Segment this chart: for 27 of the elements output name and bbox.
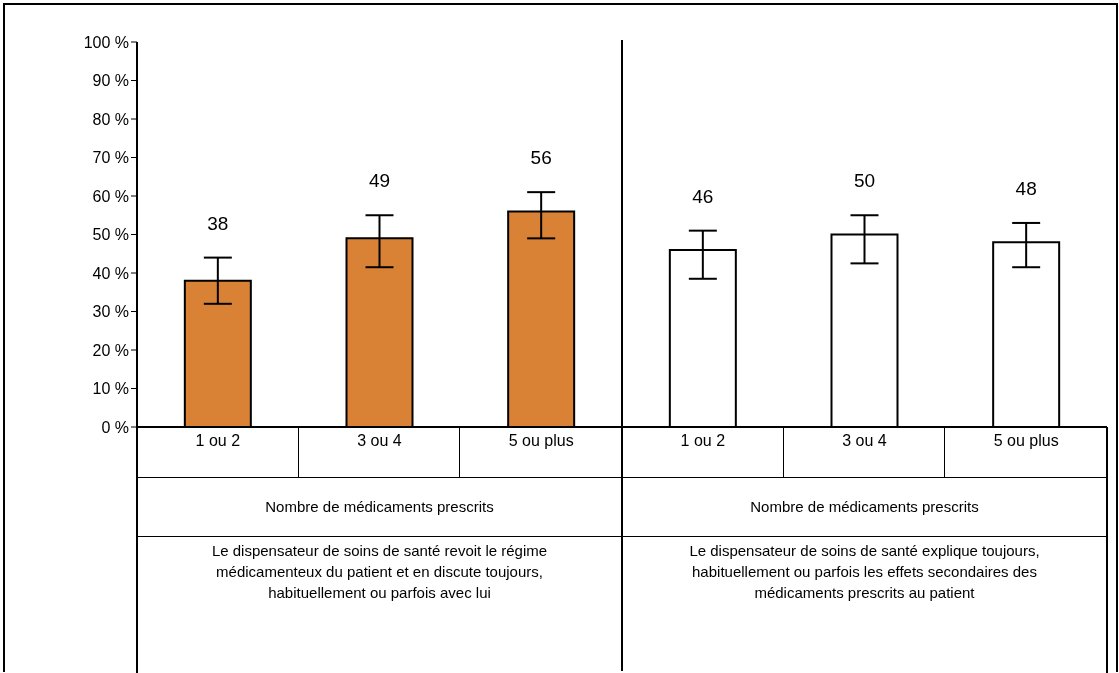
y-tick-label: 20 % — [92, 341, 129, 359]
text: Nombre de médicaments prescrits — [750, 497, 979, 517]
x-tick-label: 1 ou 2 — [195, 432, 241, 450]
text: Le dispensateur de soins de santé revoit le régime médicamenteux du patient et en discute toujours, habituellement ou parfois avec lui — [210, 540, 549, 603]
y-tick-label: 40 % — [92, 264, 129, 282]
y-tick-label: 90 % — [92, 72, 129, 90]
x-tick-label: 5 ou plus — [993, 432, 1059, 450]
x-tick-label: 1 ou 2 — [680, 432, 726, 450]
y-tick-label: 80 % — [92, 110, 129, 128]
y-tick-label: 70 % — [92, 149, 129, 167]
y-tick-label: 50 % — [92, 226, 129, 244]
y-tick-label: 100 % — [83, 33, 129, 51]
y-tick-label: 30 % — [92, 303, 129, 321]
data-label: 49 — [368, 170, 391, 192]
text: Le dispensateur de soins de santé explique toujours, habituellement ou parfois les effets secondaires des médicaments prescrits au patient — [688, 540, 1041, 603]
x-tick-label: 3 ou 4 — [357, 432, 402, 450]
text: Nombre de médicaments prescrits — [265, 497, 494, 517]
data-label: 50 — [853, 170, 876, 192]
data-label: 38 — [207, 212, 229, 234]
data-label: 48 — [1015, 177, 1037, 199]
x-tick-label: 3 ou 4 — [842, 432, 887, 450]
y-tick-label: 10 % — [92, 380, 129, 398]
y-tick-label: 0 % — [101, 418, 129, 436]
y-tick-label: 60 % — [92, 187, 129, 205]
data-label: 46 — [692, 185, 714, 207]
data-label: 56 — [530, 147, 552, 169]
x-tick-label: 5 ou plus — [508, 432, 574, 450]
